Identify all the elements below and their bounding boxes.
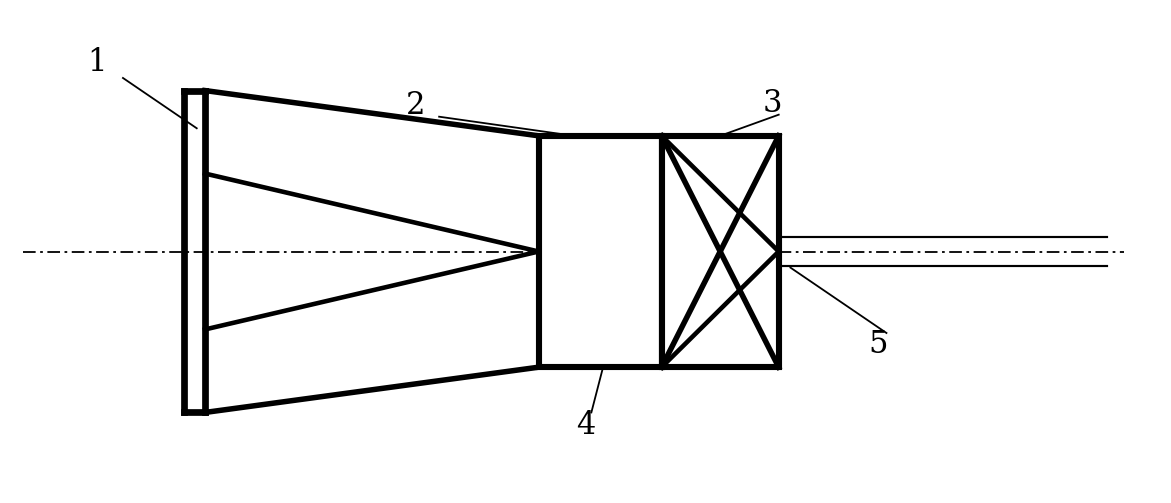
Bar <box>539 136 662 367</box>
Text: 2: 2 <box>406 90 425 121</box>
Text: 5: 5 <box>869 329 888 360</box>
Text: 4: 4 <box>576 409 595 441</box>
Bar <box>662 136 779 367</box>
Text: 1: 1 <box>88 47 107 78</box>
Text: 3: 3 <box>763 88 782 119</box>
